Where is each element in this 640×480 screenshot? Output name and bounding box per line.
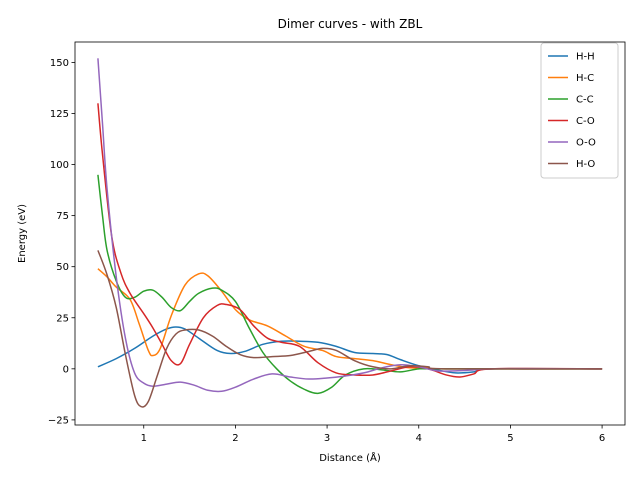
legend-label-h-c: H-C bbox=[576, 73, 594, 84]
y-tick-label: −25 bbox=[48, 415, 69, 426]
y-tick-label: 100 bbox=[50, 160, 69, 171]
legend-label-c-c: C-C bbox=[576, 95, 594, 106]
y-tick-label: 25 bbox=[56, 313, 69, 324]
y-tick-label: 150 bbox=[50, 58, 69, 69]
plot-frame bbox=[74, 41, 626, 426]
x-tick-label: 1 bbox=[141, 433, 147, 444]
legend-label-o-o: O-O bbox=[576, 138, 596, 149]
x-tick-label: 2 bbox=[232, 433, 238, 444]
y-tick-label: 50 bbox=[56, 262, 69, 273]
x-tick-label: 4 bbox=[416, 433, 422, 444]
y-tick-label: 125 bbox=[50, 109, 69, 120]
legend-label-h-h: H-H bbox=[576, 52, 595, 63]
legend-label-c-o: C-O bbox=[576, 116, 595, 127]
series-line-o-o bbox=[97, 58, 603, 393]
legend: H-H H-C C-C C-O O-O H-O bbox=[540, 42, 619, 179]
chart-title: Dimer curves - with ZBL bbox=[278, 17, 423, 31]
y-tick-label: 0 bbox=[63, 364, 69, 375]
y-axis-ticks: −25 0 25 50 75 100 125 150 bbox=[48, 58, 75, 426]
x-tick-label: 3 bbox=[324, 433, 330, 444]
series-line-h-o bbox=[97, 250, 603, 408]
legend-box bbox=[540, 42, 619, 179]
series-layer bbox=[97, 58, 603, 408]
x-axis-label: Distance (Å) bbox=[319, 451, 381, 464]
series-line-h-c bbox=[97, 268, 603, 370]
y-tick-label: 75 bbox=[56, 211, 69, 222]
x-tick-label: 6 bbox=[599, 433, 605, 444]
legend-label-h-o: H-O bbox=[576, 159, 595, 170]
x-axis-ticks: 1 2 3 4 5 6 bbox=[141, 425, 605, 444]
x-tick-label: 5 bbox=[507, 433, 513, 444]
y-axis-label: Energy (eV) bbox=[17, 204, 28, 263]
